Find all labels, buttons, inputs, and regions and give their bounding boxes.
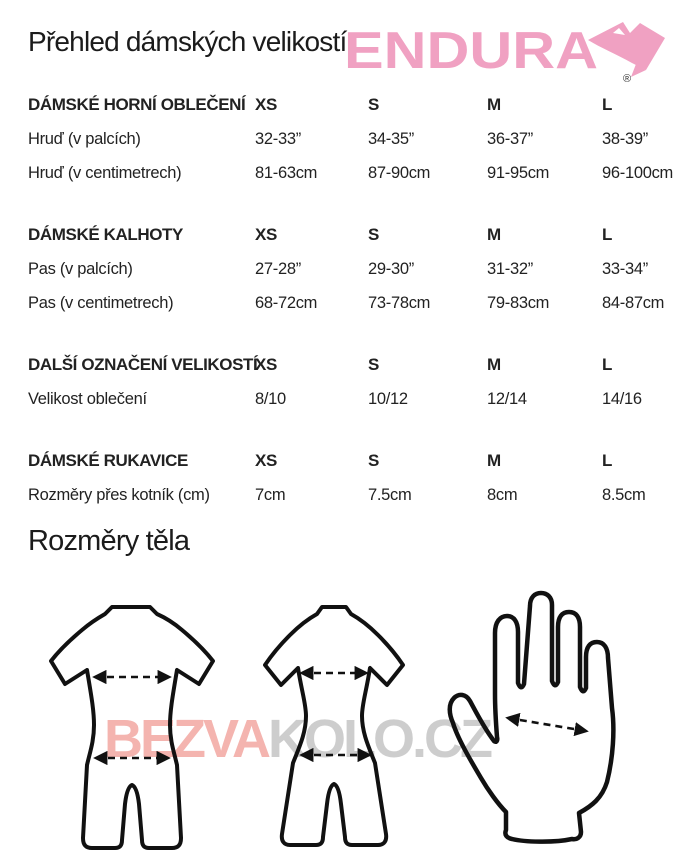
jersey-outline xyxy=(49,605,215,850)
section-title: DÁMSKÉ HORNÍ OBLEČENÍ xyxy=(28,95,246,114)
page-title: Přehled dámských velikostí xyxy=(28,26,347,57)
section-title: DÁMSKÉ RUKAVICE xyxy=(28,451,188,470)
size-table: DÁMSKÉ HORNÍ OBLEČENÍ XS S M L Hruď (v p… xyxy=(28,88,673,512)
palm-width-arrow xyxy=(505,712,589,737)
jersey-diagram xyxy=(49,605,215,850)
column-header-l: L xyxy=(602,225,612,244)
cell-value: 7cm xyxy=(255,485,286,504)
table-section-tops: DÁMSKÉ HORNÍ OBLEČENÍ XS S M L Hruď (v p… xyxy=(28,88,673,190)
cell-value: 31-32” xyxy=(487,259,533,278)
endura-flag-fold xyxy=(613,28,625,35)
row-label: Pas (v centimetrech) xyxy=(28,293,174,312)
cell-value: 96-100cm xyxy=(602,163,673,182)
table-section-gloves: DÁMSKÉ RUKAVICE XS S M L Rozměry přes ko… xyxy=(28,444,668,512)
shorts-diagram xyxy=(263,605,405,847)
column-header-xs: XS xyxy=(255,355,277,374)
row-label: Rozměry přes kotník (cm) xyxy=(28,485,210,504)
cell-value: 36-37” xyxy=(487,129,533,148)
body-diagrams-area: BEZVAKOLO.CZ xyxy=(0,560,688,868)
column-header-s: S xyxy=(368,355,379,374)
section-header-row: DALŠÍ OZNAČENÍ VELIKOSTÍ XS S M L xyxy=(28,348,668,382)
cell-value: 10/12 xyxy=(368,389,408,408)
cell-value: 68-72cm xyxy=(255,293,318,312)
cell-value: 8cm xyxy=(487,485,518,504)
cell-value: 73-78cm xyxy=(368,293,431,312)
section-header-row: DÁMSKÉ HORNÍ OBLEČENÍ XS S M L xyxy=(28,88,668,122)
logo-wordmark: ENDURA xyxy=(344,22,598,80)
section-title: DALŠÍ OZNAČENÍ VELIKOSTÍ xyxy=(28,355,258,374)
column-header-s: S xyxy=(368,225,379,244)
table-row: Velikost oblečení 8/10 10/12 12/14 14/16 xyxy=(28,382,668,416)
cell-value: 12/14 xyxy=(487,389,527,408)
cell-value: 14/16 xyxy=(602,389,642,408)
column-header-l: L xyxy=(602,95,612,114)
cell-value: 32-33” xyxy=(255,129,301,148)
registered-mark: ® xyxy=(623,73,631,85)
column-header-m: M xyxy=(487,451,501,470)
column-header-xs: XS xyxy=(255,225,277,244)
endura-logo-graphic: ENDURA ® xyxy=(344,22,665,85)
cell-value: 34-35” xyxy=(368,129,414,148)
cell-value: 8.5cm xyxy=(602,485,646,504)
row-label: Velikost oblečení xyxy=(28,389,147,408)
row-label: Hruď (v centimetrech) xyxy=(28,163,182,182)
table-row: Rozměry přes kotník (cm) 7cm 7.5cm 8cm 8… xyxy=(28,478,668,512)
cell-value: 81-63cm xyxy=(255,163,318,182)
cell-value: 79-83cm xyxy=(487,293,550,312)
endura-flag-icon xyxy=(588,22,665,70)
column-header-l: L xyxy=(602,355,612,374)
section-title: DÁMSKÉ KALHOTY xyxy=(28,225,183,244)
cell-value: 38-39” xyxy=(602,129,648,148)
column-header-s: S xyxy=(368,95,379,114)
cell-value: 91-95cm xyxy=(487,163,550,182)
table-section-other-sizing: DALŠÍ OZNAČENÍ VELIKOSTÍ XS S M L Veliko… xyxy=(28,348,668,416)
table-row: Hruď (v centimetrech) 81-63cm 87-90cm 91… xyxy=(28,156,673,190)
column-header-m: M xyxy=(487,355,501,374)
row-label: Pas (v palcích) xyxy=(28,259,133,278)
body-measurements-heading: Rozměry těla xyxy=(28,525,190,557)
table-row: Hruď (v palcích) 32-33” 34-35” 36-37” 38… xyxy=(28,122,668,156)
row-label: Hruď (v palcích) xyxy=(28,129,141,148)
cell-value: 29-30” xyxy=(368,259,414,278)
hand-outline xyxy=(447,590,616,844)
column-header-m: M xyxy=(487,95,501,114)
cell-value: 8/10 xyxy=(255,389,286,408)
table-row: Pas (v palcích) 27-28” 29-30” 31-32” 33-… xyxy=(28,252,668,286)
cell-value: 87-90cm xyxy=(368,163,431,182)
column-header-xs: XS xyxy=(255,451,277,470)
column-header-m: M xyxy=(487,225,501,244)
endura-logo: ENDURA ® xyxy=(344,20,676,90)
cell-value: 84-87cm xyxy=(602,293,665,312)
shorts-outline xyxy=(263,605,405,847)
section-header-row: DÁMSKÉ RUKAVICE XS S M L xyxy=(28,444,668,478)
table-section-pants: DÁMSKÉ KALHOTY XS S M L Pas (v palcích) … xyxy=(28,218,668,320)
endura-flag-curl xyxy=(631,64,646,77)
cell-value: 33-34” xyxy=(602,259,648,278)
cell-value: 7.5cm xyxy=(368,485,412,504)
column-header-s: S xyxy=(368,451,379,470)
table-row: Pas (v centimetrech) 68-72cm 73-78cm 79-… xyxy=(28,286,668,320)
column-header-l: L xyxy=(602,451,612,470)
section-header-row: DÁMSKÉ KALHOTY XS S M L xyxy=(28,218,668,252)
column-header-xs: XS xyxy=(255,95,277,114)
cell-value: 27-28” xyxy=(255,259,301,278)
glove-diagram xyxy=(447,590,616,844)
